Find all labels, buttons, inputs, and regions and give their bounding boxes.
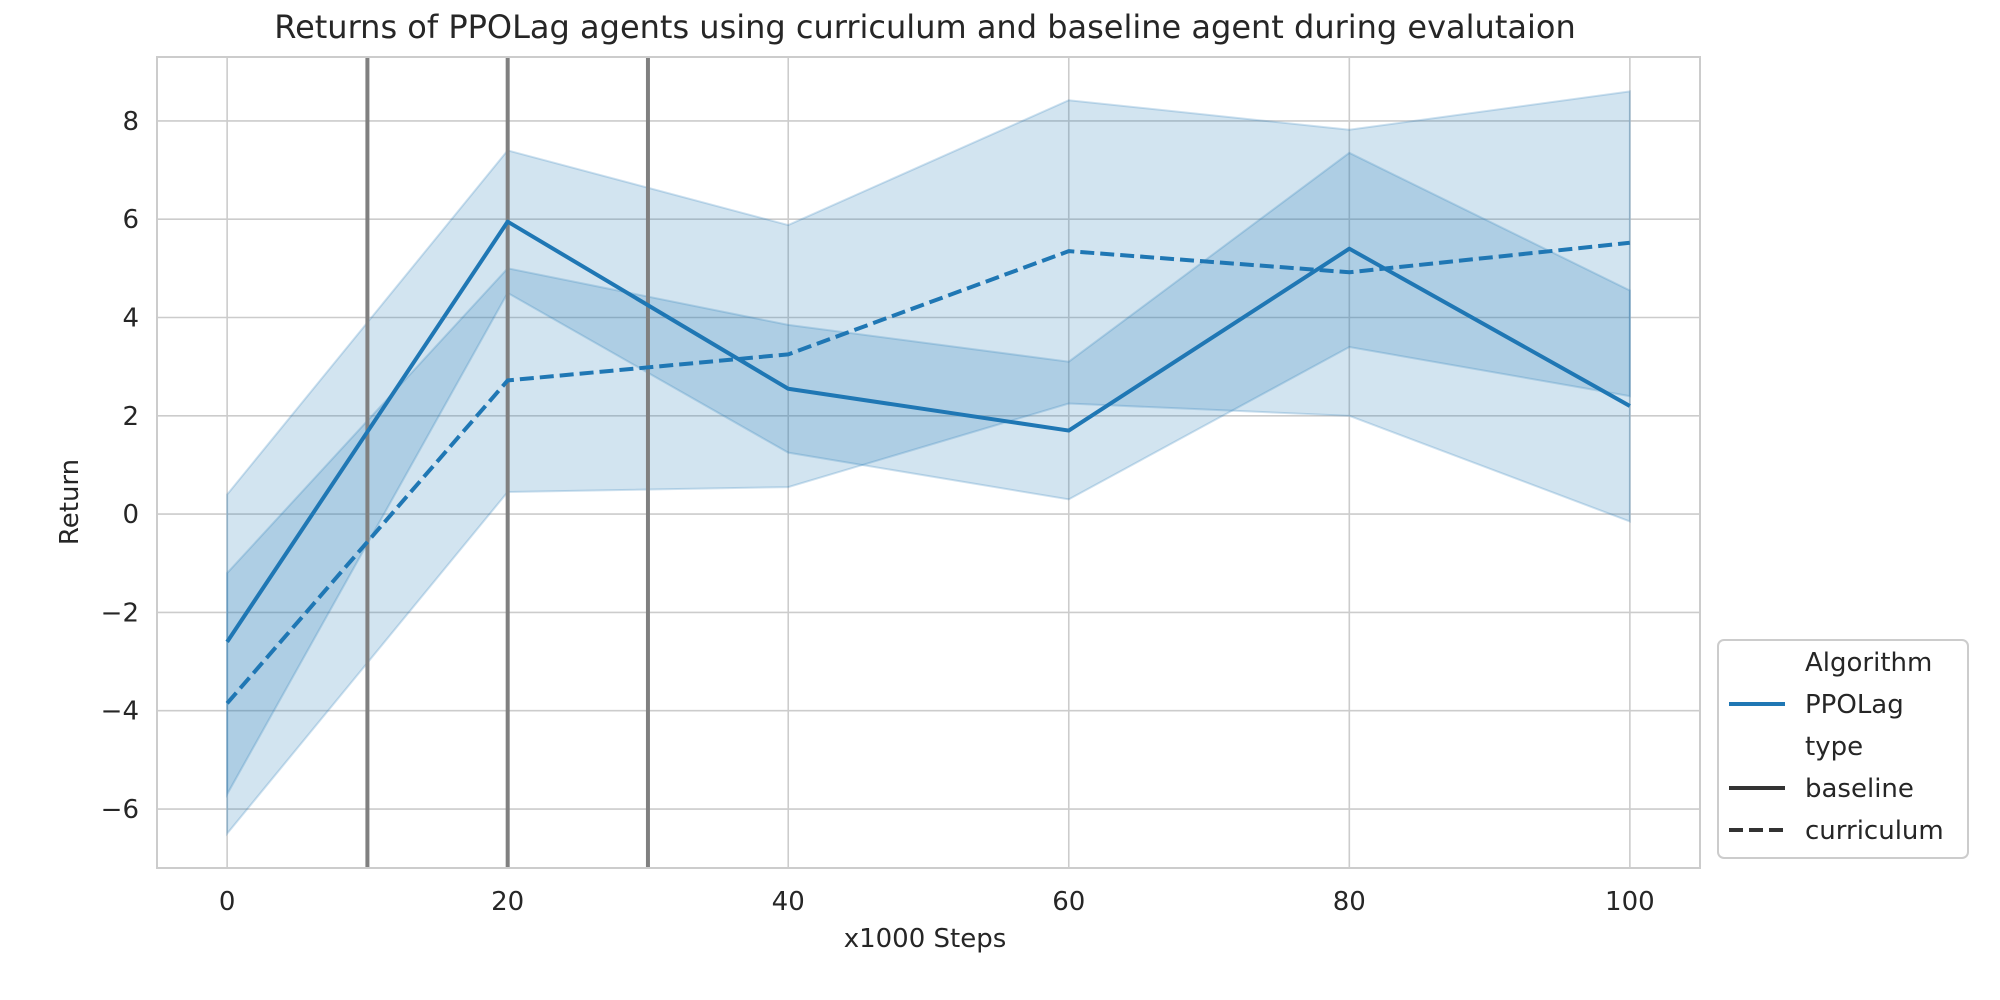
legend: Algorithm PPOLag type baseline curriculum bbox=[1717, 639, 1969, 859]
legend-entry-ppolag: PPOLag bbox=[1805, 690, 1904, 720]
plot-area: 0 20 40 60 80 100 −6 −4 −2 0 2 4 6 8 bbox=[101, 56, 1701, 917]
legend-entry-type: type bbox=[1805, 732, 1863, 762]
y-tick-label: 6 bbox=[122, 205, 139, 235]
y-tick-label: 2 bbox=[122, 402, 139, 432]
x-tick-label: 20 bbox=[491, 887, 524, 917]
y-axis-label: Return bbox=[55, 459, 85, 545]
x-tick-label: 100 bbox=[1605, 887, 1655, 917]
legend-box bbox=[1717, 639, 1969, 859]
y-tick-label: −2 bbox=[101, 598, 139, 628]
x-axis-label: x1000 Steps bbox=[844, 924, 1007, 954]
y-tick-label: 8 bbox=[122, 107, 139, 137]
chart-title: Returns of PPOLag agents using curriculu… bbox=[274, 8, 1575, 46]
x-tick-label: 60 bbox=[1052, 887, 1085, 917]
plot-frame bbox=[156, 56, 1701, 869]
y-tick-label: 0 bbox=[122, 500, 139, 530]
legend-entry-algorithm: Algorithm bbox=[1805, 648, 1932, 678]
x-tick-label: 40 bbox=[772, 887, 805, 917]
y-tick-label: 4 bbox=[122, 304, 139, 334]
x-tick-label: 0 bbox=[219, 887, 236, 917]
legend-entry-curriculum: curriculum bbox=[1805, 816, 1944, 846]
plot-background bbox=[157, 57, 1700, 868]
y-tick-label: −4 bbox=[101, 697, 139, 727]
series-line-baseline bbox=[225, 219, 1631, 644]
y-tick-label: −6 bbox=[101, 795, 139, 825]
x-tick-label: 80 bbox=[1333, 887, 1366, 917]
legend-entry-baseline: baseline bbox=[1805, 774, 1914, 804]
